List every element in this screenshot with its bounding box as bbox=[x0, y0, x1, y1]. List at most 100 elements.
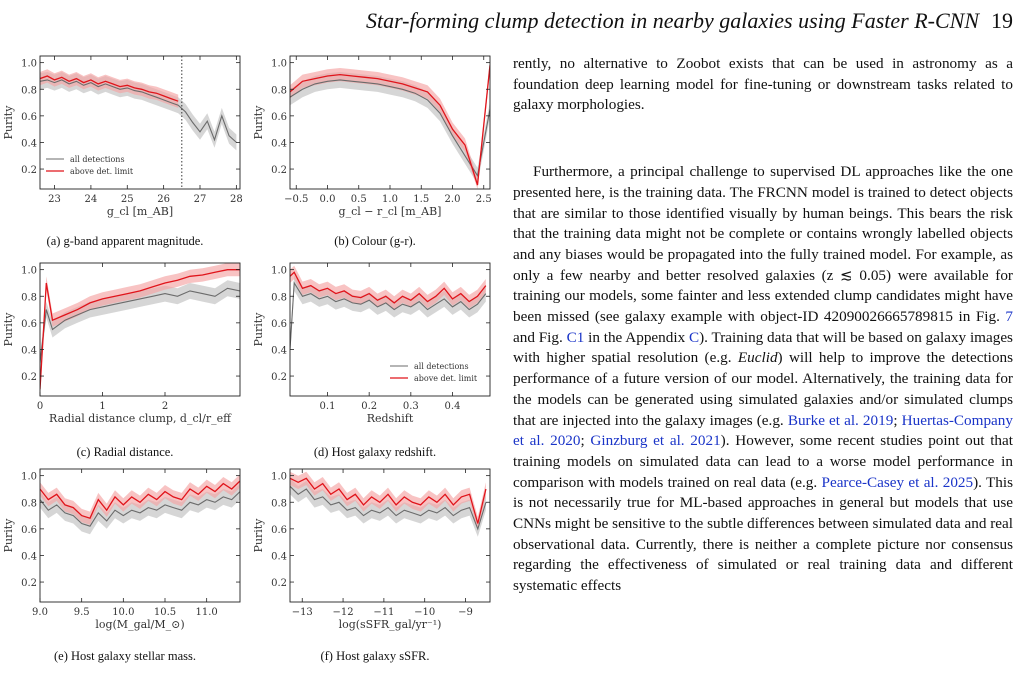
y-tick-label: 1.0 bbox=[21, 59, 37, 70]
ref-fig-7[interactable]: 7 bbox=[1005, 308, 1013, 326]
plot-area bbox=[40, 474, 240, 535]
panel-colour: 0.2 0.4 0.6 0.8 1.0 −0.5 0.0 0.5 1.0 1.5 2.0 2.5 g_c… bbox=[250, 50, 500, 248]
y-axis-label: Purity bbox=[252, 518, 265, 553]
series-line-all-detections bbox=[40, 79, 237, 143]
y-tick-label: 0.8 bbox=[271, 85, 287, 96]
panel-redshift: 0.2 0.4 0.6 0.8 1.0 0.1 0.2 0.3 0.4 Redshift Purit… bbox=[250, 257, 500, 459]
ref-huertas-company-2020[interactable]: Huertas-Company et al. 2020 bbox=[513, 411, 1013, 450]
x-tick-label: −12 bbox=[333, 607, 354, 618]
series-line-all-detections bbox=[40, 491, 240, 527]
y-axis-label: Purity bbox=[252, 105, 265, 140]
y-tick-label: 0.8 bbox=[271, 292, 287, 303]
band-above-limit bbox=[290, 58, 490, 189]
plot-area bbox=[290, 471, 487, 537]
series-line-above-limit bbox=[40, 269, 240, 390]
figure-purity-panels: 0.2 0.4 0.6 0.8 1.0 23 24 25 26 27 28 g_cl [m_AB] Pu… bbox=[0, 50, 505, 684]
ref-ginzburg-2021[interactable]: Ginzburg et al. 2021 bbox=[590, 432, 721, 450]
chart-colour: 0.2 0.4 0.6 0.8 1.0 −0.5 0.0 0.5 1.0 1.5 2.0 2.5 g_c… bbox=[252, 55, 492, 218]
y-tick-label: 1.0 bbox=[271, 472, 287, 483]
panel-ssfr: 0.2 0.4 0.6 0.8 1.0 −13 −12 −11 −10 −9 log(sSFR_ga… bbox=[250, 463, 500, 663]
x-tick-label: 26 bbox=[157, 194, 170, 205]
y-axis-label: Purity bbox=[2, 312, 15, 347]
y-tick-label: 0.8 bbox=[21, 498, 37, 509]
text-run: in the Appendix bbox=[584, 328, 689, 346]
y-tick-label: 0.4 bbox=[271, 345, 287, 356]
x-tick-label: −9 bbox=[458, 607, 473, 618]
y-tick-label: 1.0 bbox=[21, 266, 37, 277]
y-tick-label: 0.2 bbox=[21, 578, 37, 589]
plot-area bbox=[290, 58, 490, 189]
band-above-limit bbox=[40, 263, 240, 396]
x-tick-label: 11.0 bbox=[196, 607, 218, 618]
series-line-above-limit bbox=[290, 271, 487, 304]
x-axis-label: log(sSFR_gal/yr⁻¹) bbox=[339, 618, 442, 631]
series-line-above-limit bbox=[290, 477, 487, 524]
y-axis-label: Purity bbox=[252, 312, 265, 347]
y-axis-label: Purity bbox=[2, 105, 15, 140]
x-tick-label: 28 bbox=[230, 194, 243, 205]
x-tick-label: 2.5 bbox=[476, 194, 492, 205]
x-tick-label: 0.3 bbox=[403, 401, 419, 412]
text-run: and Fig. bbox=[513, 328, 567, 346]
caption-c: (c) Radial distance. bbox=[76, 445, 174, 459]
running-header: Star-forming clump detection in nearby g… bbox=[290, 6, 1015, 34]
y-tick-label: 0.6 bbox=[271, 112, 287, 123]
header-title: Star-forming clump detection in nearby g… bbox=[365, 8, 979, 33]
axes-frame bbox=[289, 468, 491, 603]
x-tick-label: 25 bbox=[121, 194, 134, 205]
plot-area bbox=[40, 69, 237, 151]
ref-burke-2019[interactable]: Burke et al. 2019 bbox=[787, 411, 894, 429]
x-axis-label: Radial distance clump, d_cl/r_eff bbox=[49, 412, 232, 425]
y-tick-label: 0.2 bbox=[271, 372, 287, 383]
ref-appendix-c[interactable]: C bbox=[688, 328, 700, 346]
x-tick-label: 9.5 bbox=[74, 607, 90, 618]
paragraph-training-data: Furthermore, a principal challenge to su… bbox=[513, 162, 1013, 597]
x-tick-label: 0.4 bbox=[445, 401, 461, 412]
band-all-detections bbox=[290, 72, 490, 184]
x-tick-label: 9.0 bbox=[32, 607, 48, 618]
caption-e: (e) Host galaxy stellar mass. bbox=[54, 649, 196, 663]
series-line-all-detections bbox=[290, 281, 487, 350]
y-tick-label: 1.0 bbox=[271, 59, 287, 70]
ref-fig-c1[interactable]: C1 bbox=[566, 328, 585, 346]
series-line-all-detections bbox=[40, 287, 240, 363]
euclid-italic: Euclid bbox=[737, 349, 778, 367]
chart-ssfr: 0.2 0.4 0.6 0.8 1.0 −13 −12 −11 −10 −9 log(sSFR_ga… bbox=[252, 468, 491, 631]
panel-g-band: 0.2 0.4 0.6 0.8 1.0 23 24 25 26 27 28 g_cl [m_AB] Pu… bbox=[0, 50, 250, 248]
x-tick-label: 0.0 bbox=[320, 194, 336, 205]
y-tick-label: 0.8 bbox=[21, 292, 37, 303]
body-text-column: rently, no alternative to Zoobot exists … bbox=[513, 54, 1013, 597]
chart-g-band: 0.2 0.4 0.6 0.8 1.0 23 24 25 26 27 28 g_cl [m_AB] Pu… bbox=[2, 55, 243, 218]
y-tick-label: 0.6 bbox=[21, 319, 37, 330]
chart-stellar-mass: 0.2 0.4 0.6 0.8 1.0 9.0 9.5 10.0 10.5 11.0 log(M_g… bbox=[2, 468, 241, 631]
x-tick-label: 27 bbox=[194, 194, 207, 205]
x-tick-label: 23 bbox=[48, 194, 61, 205]
x-tick-label: 10.0 bbox=[112, 607, 134, 618]
caption-b: (b) Colour (g-r). bbox=[334, 234, 416, 248]
axes-frame bbox=[39, 262, 241, 397]
x-tick-label: 0 bbox=[37, 401, 43, 412]
y-tick-label: 0.6 bbox=[271, 525, 287, 536]
series-line-all-detections bbox=[290, 485, 487, 531]
series-line-above-limit bbox=[290, 65, 490, 186]
y-axis-label: Purity bbox=[2, 518, 15, 553]
legend-label-all: all detections bbox=[70, 155, 125, 164]
x-tick-label: 0.5 bbox=[351, 194, 367, 205]
axes-frame bbox=[39, 468, 241, 603]
y-tick-label: 0.4 bbox=[271, 551, 287, 562]
page-number: 19 bbox=[991, 8, 1013, 33]
y-tick-label: 1.0 bbox=[271, 266, 287, 277]
paragraph-zoobot: rently, no alternative to Zoobot exists … bbox=[513, 55, 1013, 114]
plot-area bbox=[290, 265, 487, 358]
x-axis-label: g_cl [m_AB] bbox=[107, 205, 173, 218]
ref-pearce-casey-2025[interactable]: Pearce-Casey et al. 2025 bbox=[821, 473, 974, 491]
caption-f: (f) Host galaxy sSFR. bbox=[320, 649, 430, 663]
y-tick-label: 0.4 bbox=[21, 345, 37, 356]
y-tick-label: 0.4 bbox=[21, 138, 37, 149]
x-tick-label: 2.0 bbox=[445, 194, 461, 205]
x-tick-label: 1 bbox=[99, 401, 105, 412]
x-tick-label: 2 bbox=[162, 401, 168, 412]
x-tick-label: 0.2 bbox=[361, 401, 377, 412]
x-tick-label: −10 bbox=[414, 607, 435, 618]
